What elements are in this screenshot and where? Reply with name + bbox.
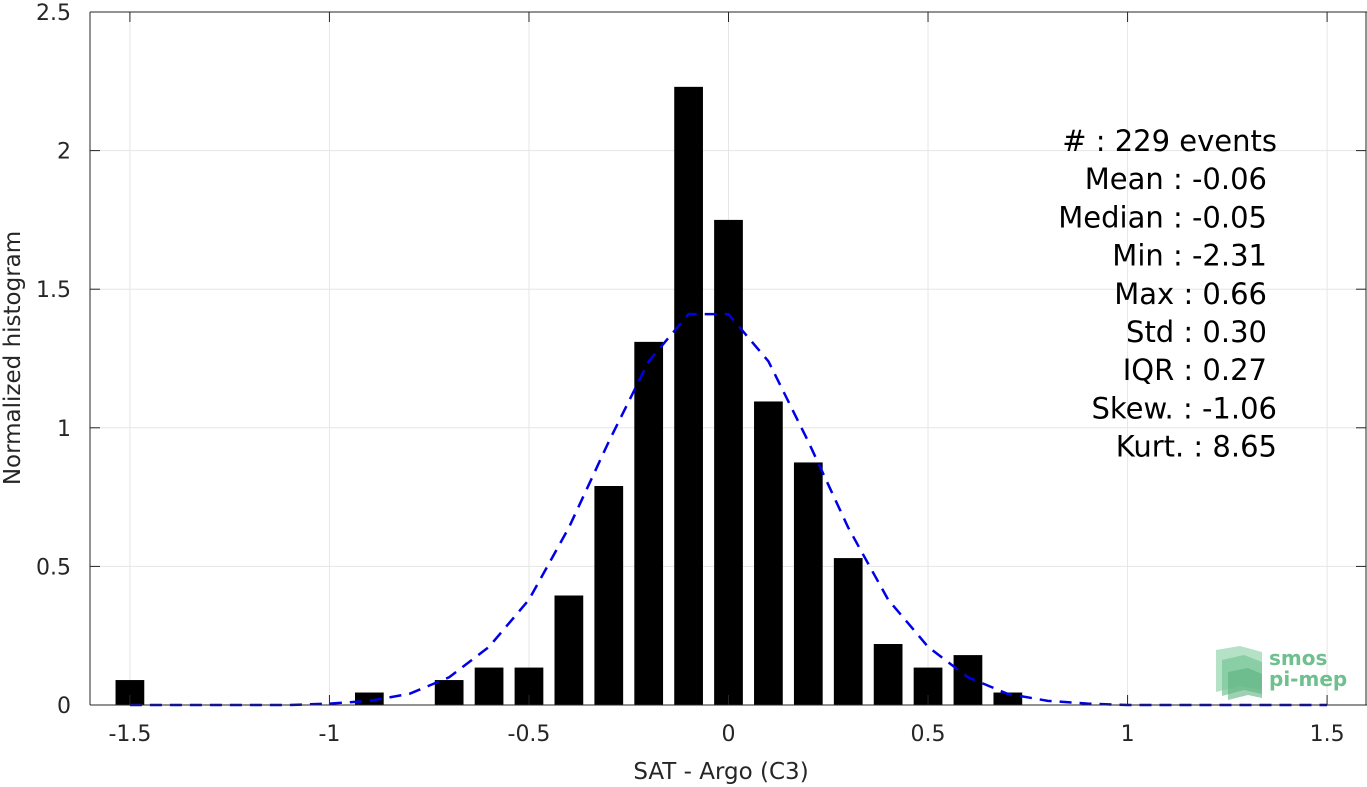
x-axis-label: SAT - Argo (C3) <box>633 759 808 785</box>
logo-line1: smos <box>1269 646 1327 670</box>
histogram-bar <box>554 595 584 705</box>
stats-line: Min : -2.31 <box>1112 239 1267 273</box>
histogram-bar <box>634 341 664 705</box>
y-tick-label: 1.5 <box>36 278 71 303</box>
y-tick-label: 0.5 <box>36 555 71 580</box>
smos-pi-mep-logo: smos pi-mep <box>1216 646 1347 700</box>
histogram-bar <box>873 644 903 705</box>
x-tick-label: 0.5 <box>911 722 946 747</box>
axes <box>89 11 1367 706</box>
histogram-bar <box>993 692 1023 705</box>
logo-mark-icon <box>1216 646 1262 700</box>
tick-labels: -1.5 -1 -0.5 0 0.5 1 1.5 0 0.5 1 1.5 2 2.5 <box>36 1 1345 747</box>
x-tick-label: -1.5 <box>108 722 151 747</box>
stats-line: IQR : 0.27 <box>1123 353 1267 387</box>
stats-line: Max : 0.66 <box>1114 277 1267 311</box>
x-tick-label: 1.5 <box>1310 722 1345 747</box>
statistics-box: # : 229 events Mean : -0.06 Median : -0.05… <box>1058 124 1277 464</box>
stats-line: Mean : -0.06 <box>1085 162 1267 196</box>
histogram-bar <box>434 680 464 705</box>
stats-line: Skew. : -1.06 <box>1091 391 1277 425</box>
histogram-bar <box>594 486 624 705</box>
histogram-bars <box>115 86 1023 706</box>
histogram-bar <box>833 558 863 705</box>
histogram-bar <box>754 401 783 705</box>
histogram-bar <box>674 86 703 706</box>
histogram-bar <box>354 692 384 705</box>
y-axis-label: Normalized histogram <box>0 231 26 485</box>
x-tick-label: -0.5 <box>508 722 551 747</box>
histogram-bar <box>474 667 504 705</box>
y-tick-label: 1 <box>57 417 71 442</box>
y-tick-label: 2 <box>57 140 71 165</box>
x-tick-label: 1 <box>1121 722 1135 747</box>
x-tick-label: 0 <box>722 722 736 747</box>
stats-line: Kurt. : 8.65 <box>1116 430 1277 464</box>
histogram-bar <box>953 655 983 705</box>
stats-line: # : 229 events <box>1062 124 1277 158</box>
logo-line2: pi-mep <box>1269 667 1347 691</box>
histogram-bar <box>793 462 823 705</box>
y-tick-label: 0 <box>57 694 71 719</box>
x-tick-label: -1 <box>318 722 340 747</box>
stats-line: Median : -0.05 <box>1058 200 1267 234</box>
stats-line: Std : 0.30 <box>1126 315 1267 349</box>
y-tick-label: 2.5 <box>36 1 71 26</box>
histogram-bar <box>714 219 743 705</box>
